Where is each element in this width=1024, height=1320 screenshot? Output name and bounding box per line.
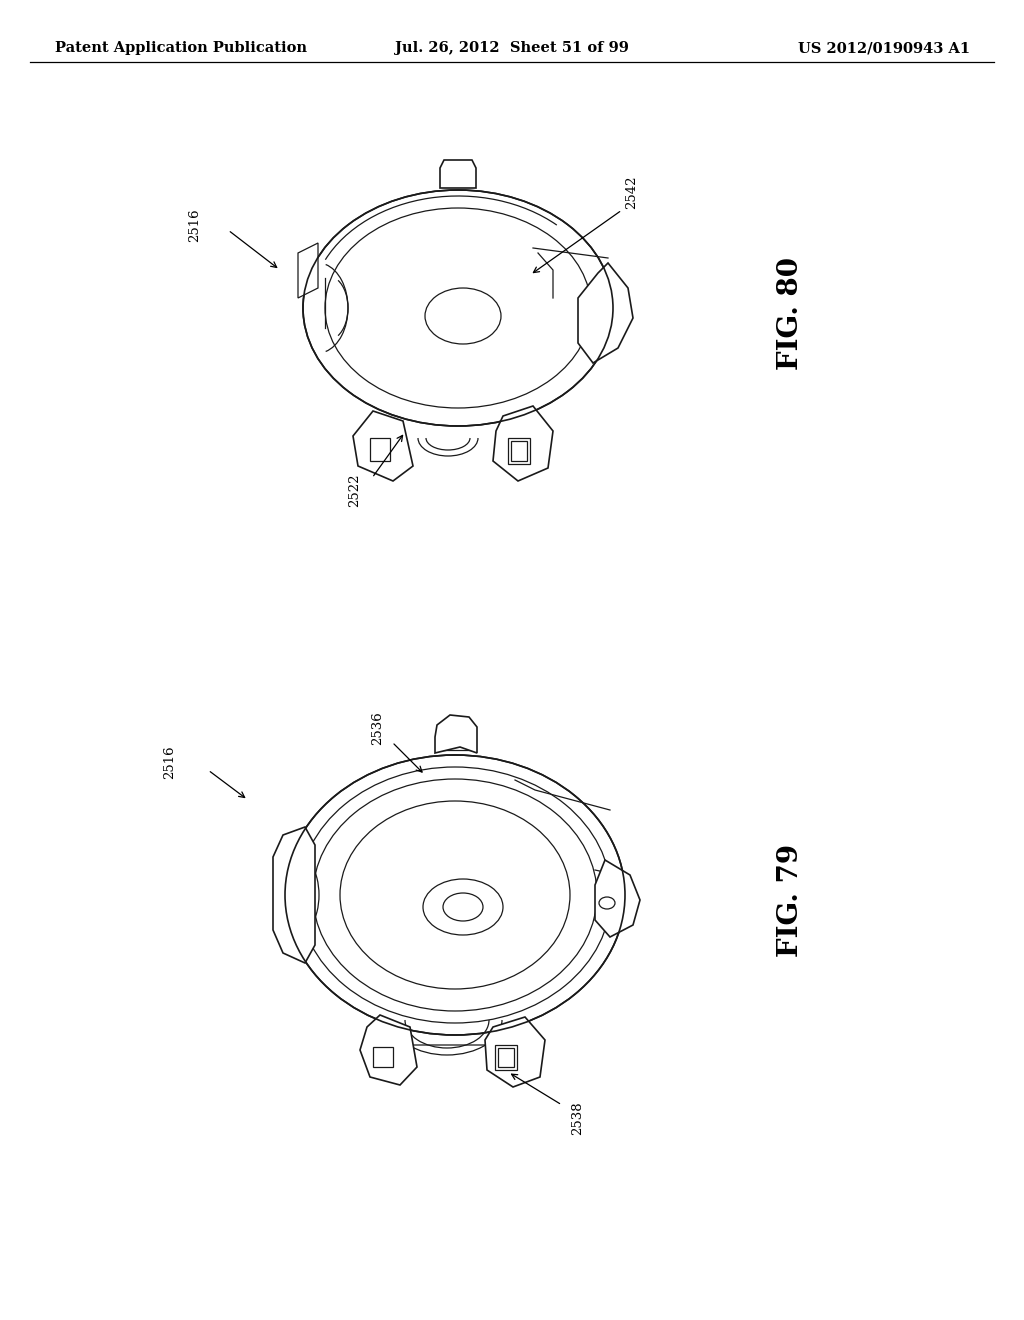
Ellipse shape xyxy=(299,767,611,1023)
Ellipse shape xyxy=(313,779,597,1011)
Polygon shape xyxy=(353,411,413,480)
Text: 2516: 2516 xyxy=(164,746,176,779)
Polygon shape xyxy=(373,1047,393,1067)
Ellipse shape xyxy=(425,288,501,345)
Text: 2538: 2538 xyxy=(571,1101,585,1135)
Polygon shape xyxy=(485,1016,545,1086)
Text: FIG. 80: FIG. 80 xyxy=(776,256,804,370)
Text: 2516: 2516 xyxy=(188,209,202,242)
Ellipse shape xyxy=(325,209,591,408)
Ellipse shape xyxy=(423,879,503,935)
Ellipse shape xyxy=(443,894,483,921)
Polygon shape xyxy=(435,715,477,752)
Polygon shape xyxy=(298,243,318,298)
Text: 2536: 2536 xyxy=(372,711,384,744)
Ellipse shape xyxy=(340,801,570,989)
Ellipse shape xyxy=(285,755,625,1035)
Text: 2522: 2522 xyxy=(348,474,361,507)
Text: US 2012/0190943 A1: US 2012/0190943 A1 xyxy=(798,41,970,55)
Text: Patent Application Publication: Patent Application Publication xyxy=(55,41,307,55)
Polygon shape xyxy=(495,1045,517,1071)
Text: Jul. 26, 2012  Sheet 51 of 99: Jul. 26, 2012 Sheet 51 of 99 xyxy=(395,41,629,55)
Polygon shape xyxy=(508,438,530,465)
Polygon shape xyxy=(578,263,633,363)
Ellipse shape xyxy=(303,190,613,426)
Ellipse shape xyxy=(599,898,615,909)
Polygon shape xyxy=(370,438,390,461)
Polygon shape xyxy=(440,160,476,187)
Polygon shape xyxy=(360,1015,417,1085)
Polygon shape xyxy=(511,441,527,461)
Text: 2542: 2542 xyxy=(626,176,639,209)
Polygon shape xyxy=(595,861,640,937)
Polygon shape xyxy=(493,407,553,480)
Polygon shape xyxy=(498,1048,514,1067)
Polygon shape xyxy=(273,828,315,964)
Text: FIG. 79: FIG. 79 xyxy=(776,843,804,957)
